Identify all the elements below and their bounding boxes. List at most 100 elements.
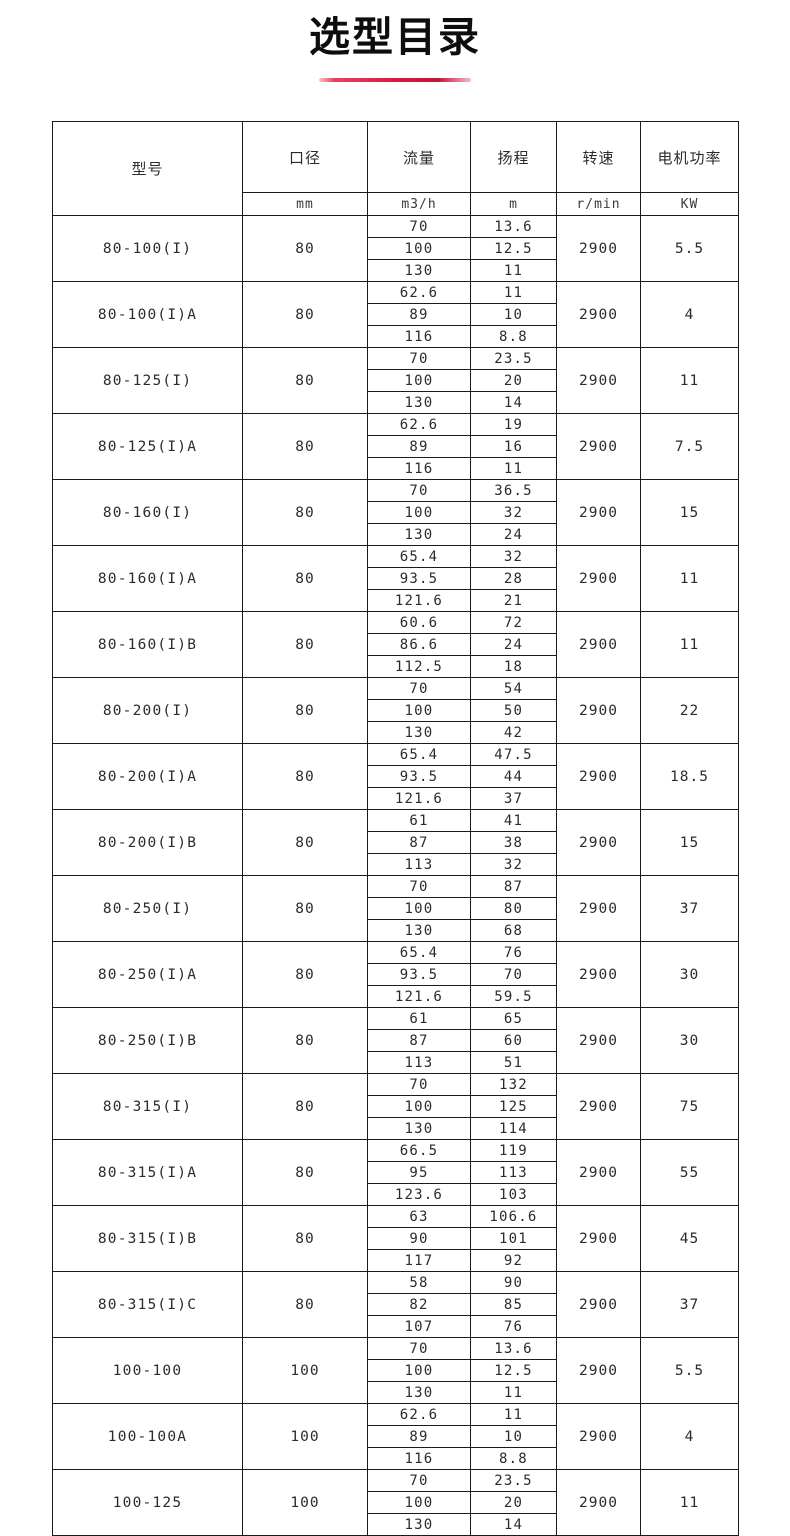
cell-head: 80 [470, 897, 557, 921]
cell-bore: 80 [242, 347, 368, 415]
cell-head: 10 [470, 1425, 557, 1449]
cell-model: 80-250(I) [52, 875, 243, 943]
cell-head: 44 [470, 765, 557, 789]
cell-speed: 2900 [556, 1205, 641, 1273]
column-unit-bore: mm [242, 192, 368, 217]
cell-bore: 80 [242, 281, 368, 349]
cell-bore: 80 [242, 809, 368, 877]
table-row: 80-125(I) 80 70 23.5 2900 11 [52, 347, 739, 415]
cell-power: 11 [640, 347, 739, 415]
cell-bore: 80 [242, 1271, 368, 1339]
cell-head: 72 [470, 611, 557, 635]
cell-bore: 80 [242, 611, 368, 679]
table-row: 123.6 103 [53, 1183, 739, 1207]
cell-head: 36.5 [470, 479, 557, 503]
cell-speed: 2900 [556, 1469, 641, 1536]
cell-bore: 80 [242, 479, 368, 547]
cell-flow: 70 [367, 479, 471, 503]
cell-head: 85 [470, 1293, 557, 1317]
table-row: 86.6 24 [53, 633, 739, 657]
column-unit-power: KW [640, 192, 739, 217]
spec-table-container: 型号 口径 流量 扬程 转速 电机功率 mm m3/h m r/min KW 8… [52, 82, 739, 1536]
cell-head: 113 [470, 1161, 557, 1185]
table-row: 80-315(I)C 80 58 90 2900 37 [52, 1271, 739, 1339]
cell-head: 23.5 [470, 347, 557, 371]
table-body: 80-100(I) 80 70 13.6 2900 5.5 100 12.5 130 11 80-1… [52, 215, 739, 1536]
table-row: 113 32 [53, 853, 739, 877]
column-header-power: 电机功率 [640, 121, 739, 194]
cell-head: 76 [470, 941, 557, 965]
table-row: 80-200(I)A 80 65.4 47.5 2900 18.5 [52, 743, 739, 811]
table-row: 100 12.5 [53, 1359, 739, 1383]
table-row: 130 11 [53, 259, 739, 283]
cell-head: 13.6 [470, 1337, 557, 1361]
cell-flow: 65.4 [367, 941, 471, 965]
cell-head: 59.5 [470, 985, 557, 1009]
cell-flow: 130 [367, 919, 471, 943]
cell-flow: 95 [367, 1161, 471, 1185]
table-row: 100-100 100 70 13.6 2900 5.5 [52, 1337, 739, 1405]
cell-model: 80-160(I)B [52, 611, 243, 679]
cell-flow: 100 [367, 369, 471, 393]
cell-model: 100-125 [52, 1469, 243, 1536]
cell-speed: 2900 [556, 281, 641, 349]
cell-flow: 93.5 [367, 567, 471, 591]
cell-head: 114 [470, 1117, 557, 1141]
cell-flow: 70 [367, 1073, 471, 1097]
cell-power: 30 [640, 1007, 739, 1075]
cell-head: 132 [470, 1073, 557, 1097]
cell-flow: 130 [367, 1381, 471, 1405]
cell-model: 80-100(I) [52, 215, 243, 283]
cell-flow: 62.6 [367, 1403, 471, 1427]
cell-speed: 2900 [556, 677, 641, 745]
cell-head: 70 [470, 963, 557, 987]
cell-head: 38 [470, 831, 557, 855]
table-unit-row: mm m3/h m r/min KW [53, 192, 739, 217]
cell-head: 37 [470, 787, 557, 811]
column-unit-head: m [470, 192, 557, 217]
cell-bore: 100 [242, 1337, 368, 1405]
cell-head: 11 [470, 259, 557, 283]
cell-speed: 2900 [556, 875, 641, 943]
cell-flow: 70 [367, 677, 471, 701]
cell-head: 14 [470, 1513, 557, 1536]
cell-bore: 80 [242, 1073, 368, 1141]
cell-speed: 2900 [556, 1403, 641, 1471]
cell-flow: 89 [367, 1425, 471, 1449]
cell-flow: 70 [367, 347, 471, 371]
table-row: 80-100(I)A 80 62.6 11 2900 4 [52, 281, 739, 349]
cell-flow: 100 [367, 237, 471, 261]
table-row: 80-250(I)B 80 61 65 2900 30 [52, 1007, 739, 1075]
cell-power: 5.5 [640, 215, 739, 283]
cell-head: 8.8 [470, 1447, 557, 1471]
cell-head: 106.6 [470, 1205, 557, 1229]
cell-flow: 62.6 [367, 281, 471, 305]
cell-head: 16 [470, 435, 557, 459]
cell-flow: 70 [367, 1337, 471, 1361]
cell-speed: 2900 [556, 611, 641, 679]
cell-flow: 61 [367, 809, 471, 833]
cell-model: 80-100(I)A [52, 281, 243, 349]
cell-head: 14 [470, 391, 557, 415]
cell-head: 18 [470, 655, 557, 679]
cell-speed: 2900 [556, 413, 641, 481]
cell-head: 125 [470, 1095, 557, 1119]
cell-model: 80-250(I)A [52, 941, 243, 1009]
cell-power: 37 [640, 875, 739, 943]
cell-head: 47.5 [470, 743, 557, 767]
table-row: 80-250(I)A 80 65.4 76 2900 30 [52, 941, 739, 1009]
table-row: 130 11 [53, 1381, 739, 1405]
table-row: 80-200(I) 80 70 54 2900 22 [52, 677, 739, 745]
cell-head: 24 [470, 633, 557, 657]
cell-flow: 82 [367, 1293, 471, 1317]
cell-flow: 117 [367, 1249, 471, 1273]
cell-flow: 93.5 [367, 963, 471, 987]
cell-head: 8.8 [470, 325, 557, 349]
cell-model: 80-160(I) [52, 479, 243, 547]
title-underline-rule [319, 78, 471, 83]
cell-flow: 70 [367, 1469, 471, 1493]
cell-speed: 2900 [556, 941, 641, 1009]
cell-flow: 121.6 [367, 589, 471, 613]
cell-bore: 80 [242, 743, 368, 811]
cell-power: 4 [640, 1403, 739, 1471]
